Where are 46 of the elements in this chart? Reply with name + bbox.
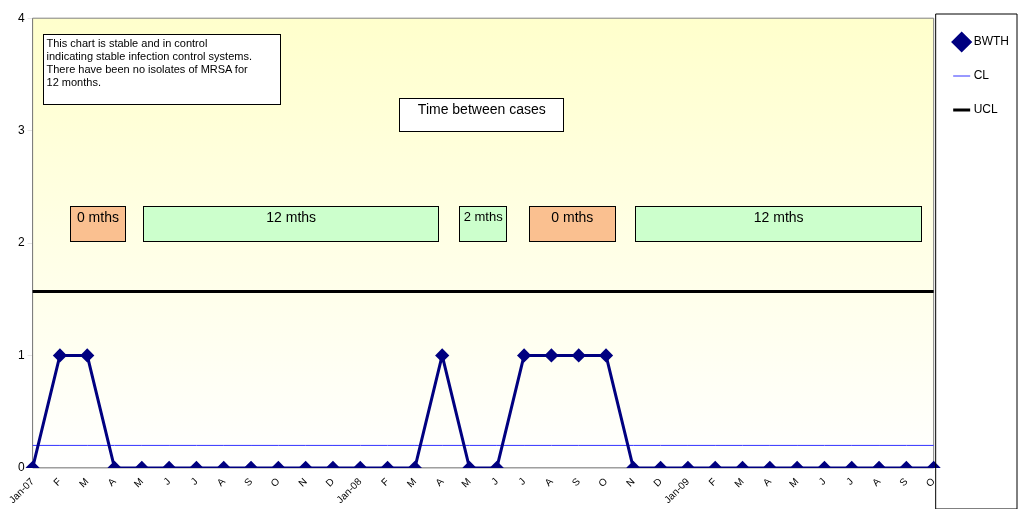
x-tick-label: A xyxy=(214,475,228,489)
x-tick-label: A xyxy=(433,475,446,489)
y-tick-label: 3 xyxy=(17,122,25,137)
annotation: 12 mths xyxy=(753,208,804,225)
annotation: 0 mths xyxy=(551,208,594,225)
x-tick-label: J xyxy=(516,475,528,488)
annotation: This chart is stable and in control indicating stable infection control systems. There have been no isolates of MRSA for 12 months. xyxy=(46,36,252,88)
x-tick-label: O xyxy=(923,475,938,489)
annotation: Time between cases xyxy=(417,101,546,118)
x-tick-label: M xyxy=(76,475,91,490)
x-tick-label: J xyxy=(843,475,856,488)
x-tick-label: M xyxy=(732,475,746,490)
x-tick-label: J xyxy=(816,475,828,488)
x-tick-label: O xyxy=(596,475,610,489)
x-tick-label: N xyxy=(623,475,637,489)
y-tick-label: 1 xyxy=(17,347,25,362)
x-tick-label: J xyxy=(161,475,173,488)
y-tick-label: 4 xyxy=(17,10,25,25)
x-tick-label: D xyxy=(651,475,664,489)
y-tick-label: 2 xyxy=(17,235,25,250)
x-tick-label: M xyxy=(786,475,801,490)
annotation: 0 mths xyxy=(76,208,119,225)
x-tick-label: A xyxy=(105,475,119,489)
x-tick-label: A xyxy=(869,475,883,489)
x-tick-label: M xyxy=(131,475,146,490)
x-tick-label: J xyxy=(488,475,501,488)
y-tick-label: 0 xyxy=(17,460,25,475)
x-tick-label: F xyxy=(51,475,64,488)
legend-label: BWTH xyxy=(973,34,1009,49)
x-tick-label: S xyxy=(569,475,583,489)
x-tick-label: S xyxy=(897,475,910,489)
legend-label: CL xyxy=(973,68,990,83)
x-tick-label: N xyxy=(296,475,310,489)
annotation: 2 mths xyxy=(463,208,503,224)
annotation: 12 mths xyxy=(266,208,317,225)
x-tick-label: O xyxy=(268,475,282,489)
x-tick-label: S xyxy=(241,475,255,489)
x-tick-label: F xyxy=(706,475,719,488)
legend-label: UCL xyxy=(973,102,999,117)
x-tick-label: M xyxy=(404,475,419,490)
x-tick-label: J xyxy=(188,475,200,488)
x-tick-label: A xyxy=(760,475,774,489)
x-tick-label: D xyxy=(323,475,337,489)
x-tick-label: A xyxy=(542,475,555,489)
x-tick-label: F xyxy=(378,475,391,488)
x-tick-label: M xyxy=(459,475,473,490)
